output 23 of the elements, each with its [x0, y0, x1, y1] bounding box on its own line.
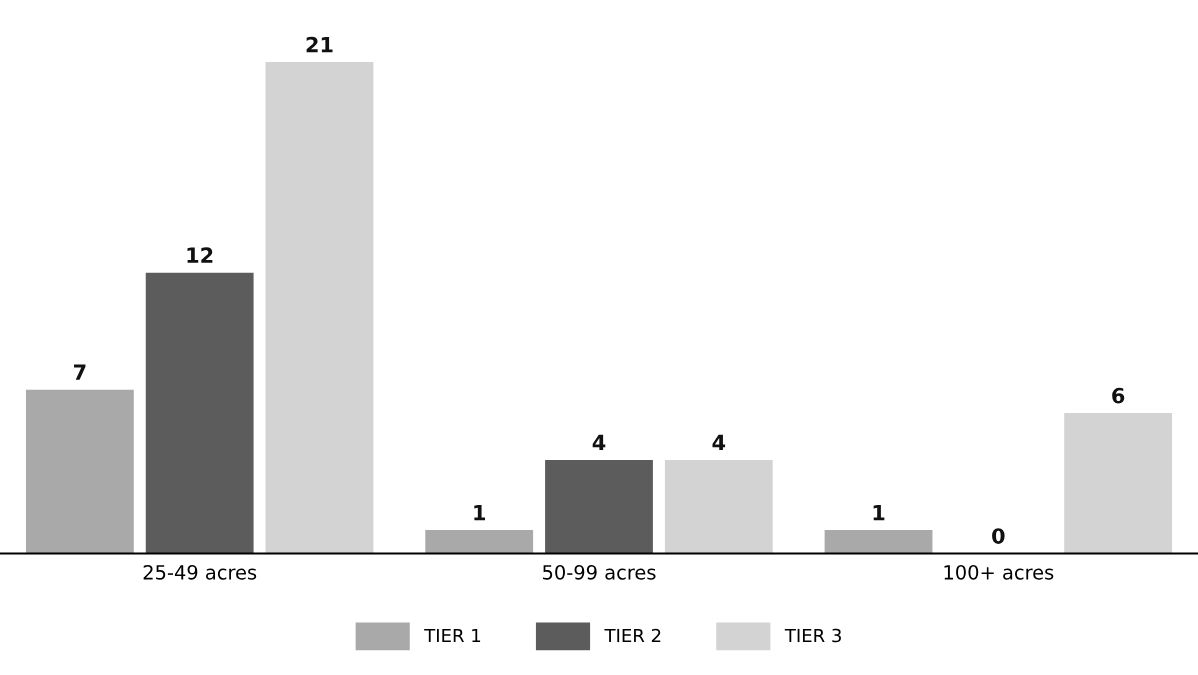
- bar: [664, 459, 773, 554]
- bar: [824, 530, 933, 554]
- legend-label: TIER 2: [604, 628, 661, 643]
- data-label: 7: [74, 364, 86, 380]
- data-label: 21: [306, 36, 333, 53]
- data-label: 6: [1112, 387, 1125, 404]
- legend-label: TIER 1: [424, 628, 481, 643]
- bar: [1064, 413, 1173, 554]
- data-label: 1: [873, 505, 885, 521]
- data-label: 4: [592, 434, 606, 451]
- legend-label: TIER 3: [784, 628, 841, 643]
- data-label: 12: [187, 247, 213, 263]
- data-label: 1: [474, 505, 486, 521]
- x-tick-label: 50-99 acres: [543, 564, 656, 580]
- bar: [145, 272, 254, 554]
- data-label: 0: [992, 528, 1005, 544]
- bar: [545, 459, 653, 554]
- bar: [425, 530, 534, 554]
- bar: [265, 62, 374, 554]
- data-label: 4: [712, 434, 726, 451]
- bar: [25, 389, 134, 554]
- x-tick-label: 25-49 acres: [143, 564, 257, 580]
- x-tick-label: 100+ acres: [944, 564, 1054, 580]
